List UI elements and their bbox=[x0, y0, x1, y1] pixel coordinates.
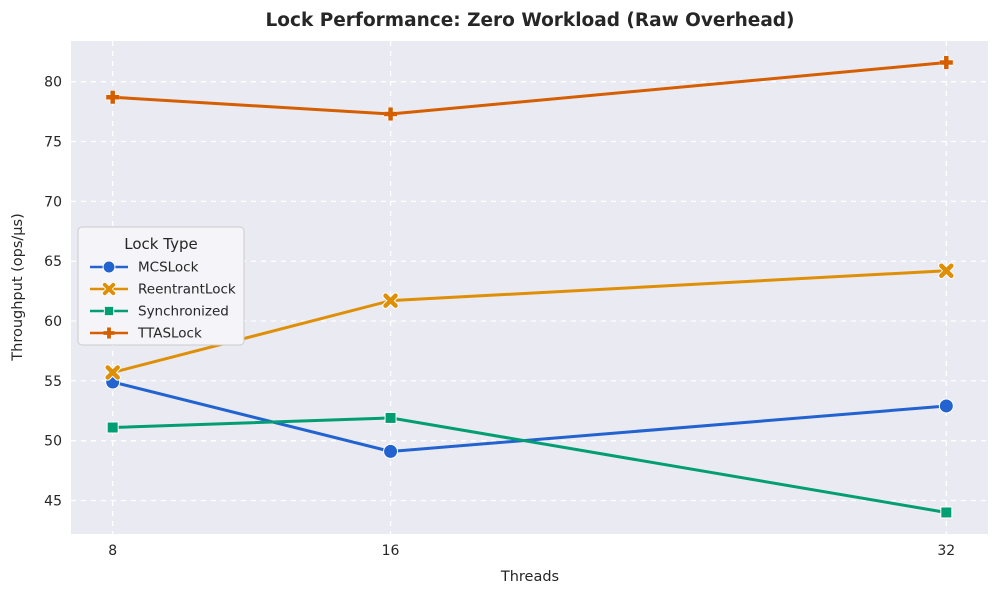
legend-title: Lock Type bbox=[124, 235, 197, 253]
y-tick-label: 65 bbox=[44, 254, 62, 270]
legend-item-label: Synchronized bbox=[138, 304, 229, 320]
marker-x bbox=[383, 293, 398, 308]
tick-layer: 45 50 55 60 65 70 75 80 8 16 32 bbox=[44, 75, 955, 559]
y-tick-label: 60 bbox=[44, 314, 62, 330]
marker-circle bbox=[102, 260, 116, 274]
marker-x bbox=[102, 282, 116, 296]
marker-circle bbox=[383, 443, 399, 459]
marker-plus bbox=[384, 107, 398, 121]
chart-title: Lock Performance: Zero Workload (Raw Ove… bbox=[265, 10, 794, 31]
y-tick-label: 75 bbox=[44, 135, 62, 151]
legend-item-label: MCSLock bbox=[138, 260, 199, 276]
x-tick-label: 32 bbox=[937, 543, 955, 559]
x-axis-label: Threads bbox=[500, 569, 559, 585]
legend: Lock Type MCSLock ReentrantLock Synchronize… bbox=[77, 226, 245, 346]
marker-x bbox=[105, 365, 120, 380]
legend-item-ReentrantLock: ReentrantLock bbox=[90, 282, 236, 298]
series-ReentrantLock bbox=[104, 262, 955, 381]
marker-plus bbox=[939, 56, 953, 70]
legend-item-Synchronized: Synchronized bbox=[90, 304, 229, 320]
marker-square bbox=[106, 421, 119, 434]
y-tick-label: 55 bbox=[44, 374, 62, 390]
legend-item-label: ReentrantLock bbox=[138, 282, 236, 298]
legend-box bbox=[77, 226, 245, 346]
marker-square bbox=[940, 506, 953, 519]
legend-item-TTASLock: TTASLock bbox=[90, 326, 202, 342]
marker-square bbox=[103, 305, 115, 317]
y-axis-label: Throughput (ops/µs) bbox=[10, 213, 26, 361]
y-tick-label: 45 bbox=[44, 493, 62, 509]
y-tick-label: 50 bbox=[44, 434, 62, 450]
marker-plus bbox=[103, 327, 115, 339]
y-tick-label: 80 bbox=[44, 75, 62, 91]
series-Synchronized bbox=[106, 411, 953, 519]
series-TTASLock bbox=[106, 56, 953, 121]
legend-item-label: TTASLock bbox=[137, 326, 202, 342]
legend-item-MCSLock: MCSLock bbox=[90, 260, 199, 276]
series-layer bbox=[104, 56, 955, 519]
marker-x bbox=[939, 263, 954, 278]
marker-square bbox=[384, 411, 397, 424]
y-tick-label: 70 bbox=[44, 194, 62, 210]
x-tick-label: 16 bbox=[382, 543, 400, 559]
marker-circle bbox=[938, 398, 954, 414]
x-tick-label: 8 bbox=[108, 543, 117, 559]
marker-plus bbox=[106, 90, 120, 104]
